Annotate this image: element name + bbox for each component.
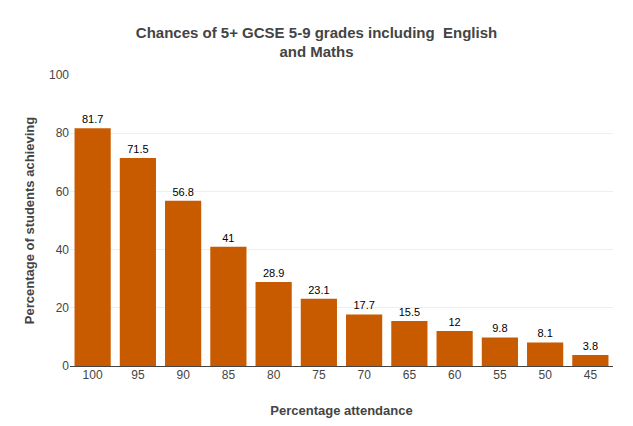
- svg-text:70: 70: [357, 368, 371, 382]
- svg-text:81.7: 81.7: [82, 113, 103, 125]
- svg-text:75: 75: [312, 368, 326, 382]
- svg-text:80: 80: [267, 368, 281, 382]
- svg-text:71.5: 71.5: [127, 143, 148, 155]
- svg-text:41: 41: [222, 232, 234, 244]
- svg-text:3.8: 3.8: [583, 340, 598, 352]
- svg-text:8.1: 8.1: [537, 327, 552, 339]
- svg-text:95: 95: [131, 368, 145, 382]
- svg-text:55: 55: [493, 368, 507, 382]
- svg-text:80: 80: [56, 126, 70, 140]
- svg-text:Percentage of students achievi: Percentage of students achieving: [22, 117, 37, 324]
- svg-text:Chances of 5+ GCSE 5-9 grades: Chances of 5+ GCSE 5-9 grades including …: [136, 24, 497, 61]
- svg-text:100: 100: [49, 68, 69, 82]
- svg-text:23.1: 23.1: [308, 284, 329, 296]
- svg-text:28.9: 28.9: [263, 267, 284, 279]
- svg-text:0: 0: [62, 359, 69, 373]
- svg-text:60: 60: [56, 185, 70, 199]
- svg-text:50: 50: [538, 368, 552, 382]
- svg-text:9.8: 9.8: [492, 322, 507, 334]
- svg-text:65: 65: [403, 368, 417, 382]
- svg-text:56.8: 56.8: [172, 186, 193, 198]
- svg-text:17.7: 17.7: [353, 299, 374, 311]
- svg-text:45: 45: [584, 368, 598, 382]
- svg-text:90: 90: [176, 368, 190, 382]
- svg-text:60: 60: [448, 368, 462, 382]
- svg-text:85: 85: [222, 368, 236, 382]
- svg-text:40: 40: [56, 243, 70, 257]
- svg-text:12: 12: [449, 316, 461, 328]
- svg-text:100: 100: [83, 368, 103, 382]
- svg-text:15.5: 15.5: [399, 306, 420, 318]
- svg-text:Percentage attendance: Percentage attendance: [270, 403, 412, 418]
- svg-text:20: 20: [56, 301, 70, 315]
